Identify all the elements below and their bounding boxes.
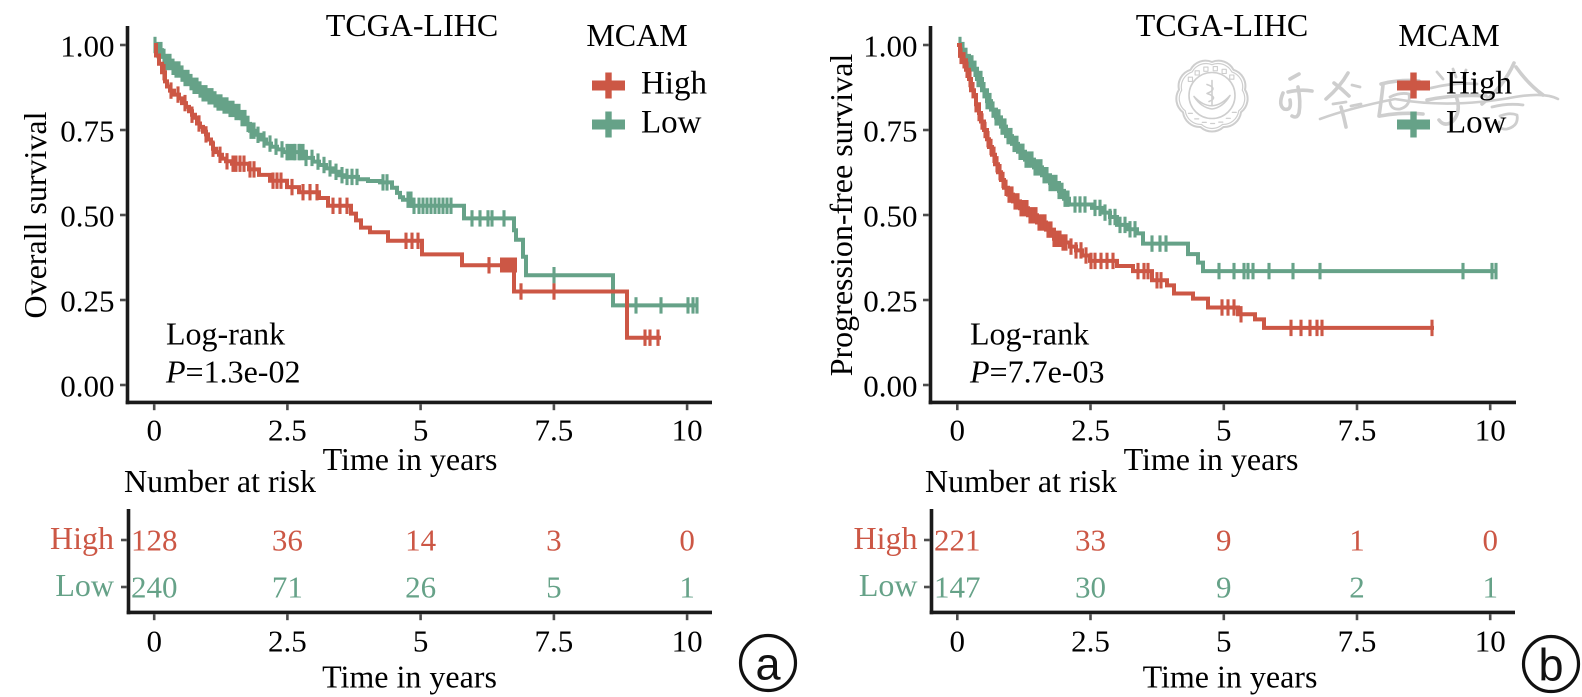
- svg-text:240: 240: [131, 570, 178, 605]
- svg-text:0.75: 0.75: [863, 114, 917, 149]
- svg-text:Log-rank: Log-rank: [166, 316, 285, 352]
- svg-text:2.5: 2.5: [1071, 413, 1110, 448]
- svg-text:30: 30: [1075, 570, 1106, 605]
- svg-text:1.00: 1.00: [60, 29, 114, 64]
- svg-text:2.5: 2.5: [1071, 624, 1110, 659]
- svg-text:Low: Low: [1446, 105, 1507, 141]
- svg-text:33: 33: [1075, 523, 1106, 558]
- svg-text:MCAM: MCAM: [586, 17, 687, 53]
- svg-text:Time in years: Time in years: [1124, 441, 1299, 477]
- svg-text:Number at risk: Number at risk: [124, 463, 316, 499]
- svg-text:Log-rank: Log-rank: [970, 316, 1089, 352]
- svg-text:0.25: 0.25: [863, 284, 917, 319]
- svg-text:128: 128: [131, 523, 178, 558]
- svg-text:10: 10: [672, 624, 703, 659]
- svg-text:10: 10: [1475, 624, 1506, 659]
- svg-text:0: 0: [950, 413, 966, 448]
- svg-text:a: a: [755, 639, 781, 690]
- svg-text:5: 5: [1216, 413, 1232, 448]
- svg-text:1: 1: [679, 570, 695, 605]
- svg-text:0: 0: [146, 413, 162, 448]
- svg-text:7.5: 7.5: [535, 624, 574, 659]
- svg-text:9: 9: [1216, 570, 1232, 605]
- svg-text:MCAM: MCAM: [1398, 17, 1499, 53]
- svg-text:71: 71: [272, 570, 303, 605]
- svg-text:2: 2: [1349, 570, 1365, 605]
- svg-text:0: 0: [950, 624, 966, 659]
- svg-text:147: 147: [934, 570, 981, 605]
- svg-text:36: 36: [272, 523, 303, 558]
- svg-text:9: 9: [1216, 523, 1232, 558]
- svg-text:0.00: 0.00: [60, 369, 114, 404]
- svg-text:0.75: 0.75: [60, 114, 114, 149]
- svg-text:5: 5: [1216, 624, 1232, 659]
- svg-text:TCGA-LIHC: TCGA-LIHC: [1136, 7, 1308, 43]
- svg-text:0.50: 0.50: [863, 199, 917, 234]
- svg-text:P=7.7e-03: P=7.7e-03: [969, 354, 1104, 390]
- svg-text:TCGA-LIHC: TCGA-LIHC: [326, 7, 498, 43]
- svg-text:1: 1: [1349, 523, 1365, 558]
- svg-text:Low: Low: [55, 567, 114, 603]
- svg-text:0.25: 0.25: [60, 284, 114, 319]
- svg-text:High: High: [1446, 66, 1513, 102]
- svg-text:3: 3: [546, 523, 562, 558]
- svg-text:High: High: [854, 520, 918, 556]
- svg-text:Time in years: Time in years: [1143, 659, 1318, 695]
- svg-text:Progression-free survival: Progression-free survival: [823, 54, 859, 377]
- svg-text:5: 5: [413, 413, 429, 448]
- svg-text:5: 5: [546, 570, 562, 605]
- svg-text:10: 10: [672, 413, 703, 448]
- svg-text:0.00: 0.00: [863, 369, 917, 404]
- svg-text:0.50: 0.50: [60, 199, 114, 234]
- svg-text:1.00: 1.00: [863, 29, 917, 64]
- svg-text:High: High: [641, 66, 708, 102]
- svg-text:0: 0: [1482, 523, 1498, 558]
- svg-text:221: 221: [934, 523, 981, 558]
- svg-text:7.5: 7.5: [1338, 624, 1377, 659]
- svg-text:2.5: 2.5: [268, 624, 307, 659]
- svg-text:26: 26: [405, 570, 436, 605]
- svg-text:P=1.3e-02: P=1.3e-02: [165, 354, 300, 390]
- svg-text:Low: Low: [641, 105, 702, 141]
- svg-text:b: b: [1538, 640, 1563, 691]
- svg-text:Low: Low: [859, 567, 918, 603]
- svg-text:1: 1: [1482, 570, 1498, 605]
- svg-text:10: 10: [1475, 413, 1506, 448]
- svg-text:High: High: [50, 520, 114, 556]
- svg-text:7.5: 7.5: [1338, 413, 1377, 448]
- svg-text:14: 14: [405, 523, 437, 558]
- svg-text:Time in years: Time in years: [323, 441, 498, 477]
- svg-text:5: 5: [413, 624, 429, 659]
- svg-text:Time in years: Time in years: [322, 659, 497, 695]
- svg-text:7.5: 7.5: [535, 413, 574, 448]
- svg-text:0: 0: [679, 523, 695, 558]
- svg-text:Overall survival: Overall survival: [17, 111, 53, 318]
- svg-text:0: 0: [146, 624, 162, 659]
- svg-text:2.5: 2.5: [268, 413, 307, 448]
- svg-text:Number at risk: Number at risk: [925, 463, 1117, 499]
